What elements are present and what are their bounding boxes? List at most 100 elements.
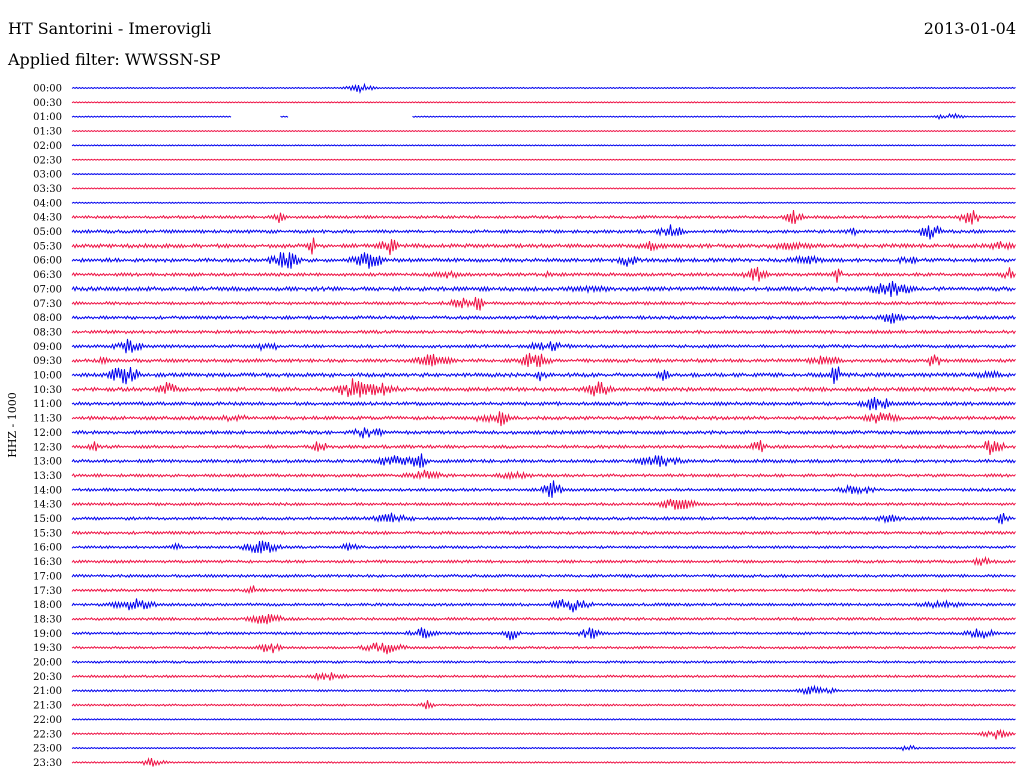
time-tick-label: 20:30 [33, 672, 62, 683]
trace-row-2330 [71, 756, 1016, 767]
time-tick-label: 20:00 [33, 658, 62, 669]
time-tick-label: 22:00 [33, 715, 62, 726]
time-tick-label: 08:00 [33, 313, 62, 324]
time-tick-label: 06:00 [33, 256, 62, 267]
time-tick-label: 13:30 [33, 471, 62, 482]
trace-row-2230 [71, 728, 1016, 740]
trace-row-1830 [71, 613, 1016, 625]
trace-row-0730 [71, 296, 1016, 311]
time-tick-label: 12:30 [33, 442, 62, 453]
time-tick-label: 13:00 [33, 457, 62, 468]
trace-row-0500 [71, 224, 1016, 240]
trace-row-2200 [71, 718, 1016, 721]
time-tick-label: 17:00 [33, 571, 62, 582]
trace-row-1200 [71, 427, 1016, 439]
trace-row-0230 [71, 158, 1016, 161]
trace-row-0530 [71, 237, 1016, 256]
time-tick-label: 03:00 [33, 170, 62, 181]
time-tick-label: 11:30 [33, 414, 62, 425]
time-tick-label: 08:30 [33, 327, 62, 338]
trace-row-0430 [71, 210, 1016, 225]
trace-row-1500 [71, 512, 1016, 525]
trace-row-0330 [71, 187, 1016, 190]
time-tick-label: 05:00 [33, 227, 62, 238]
trace-row-1230 [71, 440, 1016, 455]
trace-row-1530 [71, 530, 1016, 536]
trace-row-1600 [71, 540, 1016, 554]
time-tick-label: 11:00 [33, 399, 62, 410]
trace-row-1400 [71, 480, 1016, 498]
trace-row-0300 [71, 172, 1016, 176]
time-tick-label: 03:30 [33, 184, 62, 195]
time-tick-label: 16:00 [33, 543, 62, 554]
y-axis-label: HHZ - 1000 [6, 392, 19, 458]
trace-row-0900 [71, 338, 1016, 354]
time-tick-label: 02:30 [33, 155, 62, 166]
trace-row-0200 [71, 144, 1016, 147]
time-tick-label: 01:00 [33, 112, 62, 123]
time-tick-label: 09:00 [33, 342, 62, 353]
trace-row-1130 [71, 411, 1016, 427]
time-tick-label: 07:00 [33, 284, 62, 295]
time-tick-label: 02:00 [33, 141, 62, 152]
time-tick-label: 18:00 [33, 600, 62, 611]
trace-row-1930 [71, 642, 1016, 655]
time-tick-label: 19:00 [33, 629, 62, 640]
trace-row-0830 [71, 329, 1016, 335]
time-tick-label: 05:30 [33, 241, 62, 252]
time-tick-label: 10:30 [33, 385, 62, 396]
trace-row-1900 [71, 627, 1016, 641]
trace-row-0400 [71, 201, 1016, 205]
time-tick-label: 23:30 [33, 758, 62, 769]
trace-row-2130 [71, 700, 1016, 710]
trace-row-1730 [71, 585, 1016, 595]
trace-row-0600 [71, 252, 1016, 269]
time-tick-label: 22:30 [33, 729, 62, 740]
time-tick-label: 00:30 [33, 98, 62, 109]
time-tick-label: 14:30 [33, 500, 62, 511]
trace-row-0100 [71, 112, 1016, 121]
trace-row-0000 [71, 82, 1016, 95]
time-tick-label: 15:30 [33, 528, 62, 539]
time-tick-label: 14:00 [33, 485, 62, 496]
trace-row-0700 [71, 280, 1016, 297]
time-tick-label: 09:30 [33, 356, 62, 367]
trace-row-1330 [71, 469, 1016, 481]
time-tick-label: 18:30 [33, 614, 62, 625]
trace-row-1300 [71, 453, 1016, 468]
trace-row-0030 [71, 101, 1016, 104]
trace-row-1030 [71, 378, 1016, 398]
time-tick-label: 04:00 [33, 198, 62, 209]
time-tick-label: 21:30 [33, 701, 62, 712]
time-tick-label: 19:30 [33, 643, 62, 654]
trace-row-1700 [71, 573, 1016, 579]
trace-row-0130 [71, 130, 1016, 133]
record-date: 2013-01-04 [923, 19, 1016, 38]
trace-row-1000 [71, 366, 1016, 385]
trace-row-0630 [71, 266, 1016, 283]
trace-row-2030 [71, 671, 1016, 682]
applied-filter: Applied filter: WWSSN-SP [8, 50, 221, 69]
time-tick-label: 15:00 [33, 514, 62, 525]
time-tick-label: 16:30 [33, 557, 62, 568]
time-tick-label: 12:00 [33, 428, 62, 439]
trace-row-0800 [71, 313, 1016, 324]
trace-row-1800 [71, 598, 1016, 613]
time-tick-label: 04:30 [33, 213, 62, 224]
time-tick-label: 17:30 [33, 586, 62, 597]
time-tick-label: 00:00 [33, 84, 62, 95]
time-tick-label: 01:30 [33, 127, 62, 138]
time-tick-label: 21:00 [33, 686, 62, 697]
station-title: HT Santorini - Imerovigli [8, 19, 212, 38]
trace-row-2000 [71, 659, 1016, 665]
trace-row-2300 [71, 744, 1016, 752]
time-tick-label: 10:00 [33, 371, 62, 382]
trace-row-1630 [71, 555, 1016, 567]
time-tick-label: 23:00 [33, 744, 62, 755]
trace-row-2100 [71, 684, 1016, 696]
trace-row-1430 [71, 498, 1016, 510]
time-tick-label: 07:30 [33, 299, 62, 310]
time-tick-label: 06:30 [33, 270, 62, 281]
trace-row-0930 [71, 352, 1016, 368]
